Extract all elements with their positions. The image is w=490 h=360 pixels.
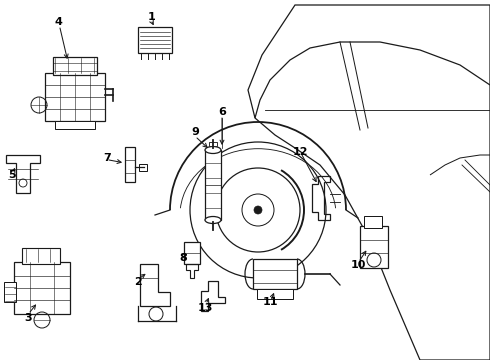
Bar xyxy=(360,226,388,268)
Bar xyxy=(138,27,172,53)
Ellipse shape xyxy=(205,216,221,224)
Text: 5: 5 xyxy=(8,170,16,180)
Text: 13: 13 xyxy=(197,303,213,313)
Text: 10: 10 xyxy=(350,260,366,270)
Bar xyxy=(53,57,97,75)
Text: 6: 6 xyxy=(218,107,226,117)
Text: 7: 7 xyxy=(103,153,111,163)
Text: 2: 2 xyxy=(134,277,142,287)
Bar xyxy=(209,142,217,146)
Bar xyxy=(125,147,135,182)
Ellipse shape xyxy=(205,147,221,153)
Bar xyxy=(257,289,293,299)
Text: 8: 8 xyxy=(179,253,187,263)
Text: 1: 1 xyxy=(148,12,156,22)
Bar xyxy=(205,150,221,220)
Bar xyxy=(139,164,147,171)
Text: 12: 12 xyxy=(292,147,308,157)
Text: 4: 4 xyxy=(54,17,62,27)
Bar xyxy=(55,121,95,129)
Bar xyxy=(22,248,60,264)
Bar xyxy=(364,216,382,228)
Bar xyxy=(253,259,297,289)
Text: 11: 11 xyxy=(262,297,278,307)
Text: 9: 9 xyxy=(191,127,199,137)
Bar xyxy=(45,73,105,121)
Circle shape xyxy=(254,206,262,214)
Bar xyxy=(14,262,70,314)
Bar xyxy=(4,282,16,302)
Bar xyxy=(184,242,200,264)
Text: 3: 3 xyxy=(24,313,32,323)
